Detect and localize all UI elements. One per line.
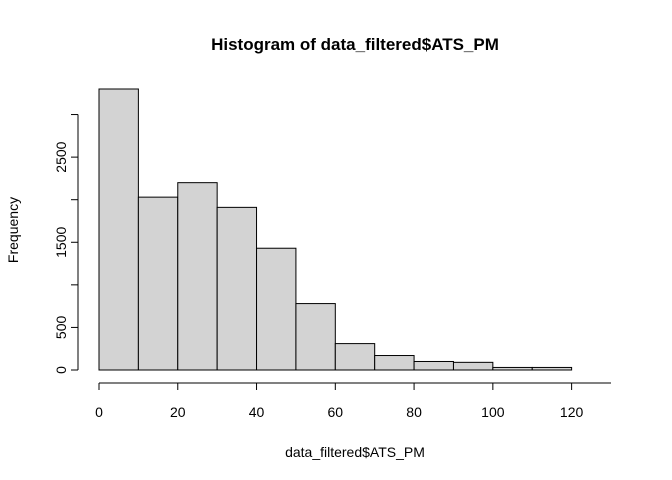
histogram-bar xyxy=(137,196,179,371)
y-tick-label: 0 xyxy=(53,366,69,374)
x-tick-label: 40 xyxy=(249,404,265,420)
histogram-bar xyxy=(452,361,494,371)
x-tick-label: 120 xyxy=(560,404,584,420)
histogram-bars xyxy=(98,88,573,371)
y-tick-label: 2500 xyxy=(53,141,69,172)
chart-title: Histogram of data_filtered$ATS_PM xyxy=(211,35,499,54)
y-tick-label: 1500 xyxy=(53,226,69,257)
x-tick-label: 0 xyxy=(95,404,103,420)
histogram-bar xyxy=(492,366,533,371)
histogram-bar xyxy=(413,360,454,371)
histogram-bar xyxy=(256,247,297,371)
y-tick-label: 500 xyxy=(53,316,69,340)
x-tick-label: 20 xyxy=(170,404,186,420)
y-axis-label: Frequency xyxy=(5,197,21,263)
x-axis: 0 20 40 60 80 100 120 xyxy=(95,382,611,420)
x-tick-label: 60 xyxy=(328,404,344,420)
y-axis: 0 500 1500 2500 xyxy=(53,114,79,374)
histogram-bar xyxy=(216,206,258,371)
histogram-bar xyxy=(98,88,139,371)
x-tick-label: 100 xyxy=(481,404,505,420)
x-axis-label: data_filtered$ATS_PM xyxy=(285,444,425,460)
histogram-bar xyxy=(334,343,376,371)
histogram-bar xyxy=(177,182,218,371)
x-tick-label: 80 xyxy=(406,404,422,420)
histogram-bar xyxy=(374,355,415,371)
histogram-bar xyxy=(295,303,336,371)
histogram-bar xyxy=(531,366,573,371)
